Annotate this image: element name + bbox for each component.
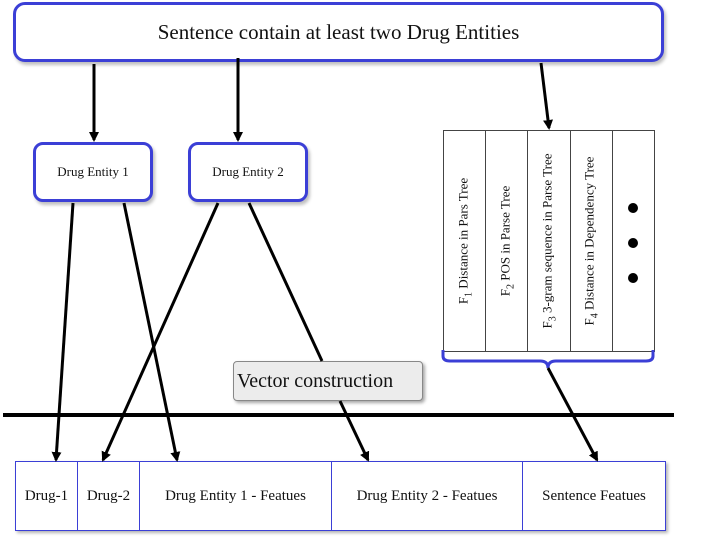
arrow-entity-2-to-drug-2 [101,202,220,462]
sentence-box: Sentence contain at least two Drug Entit… [13,2,664,62]
vector-cell-entity-2-features-label: Drug Entity 2 - Featues [356,487,498,504]
ellipsis-dot-icon [628,203,639,213]
feature-vector-row: Drug-1 Drug-2 Drug Entity 1 - Featues Dr… [15,461,666,531]
vector-cell-drug-2: Drug-2 [78,462,140,530]
sentence-feature-table: F1 Distance in Pars Tree F2 POS in Parse… [443,130,655,352]
feature-f1-sub: 1 [462,291,474,297]
vector-cell-entity-1-features-label: Drug Entity 1 - Featues [165,487,306,504]
arrow-vector-label-to-entity-2-features [338,400,370,462]
feature-ellipsis-column [613,131,654,351]
feature-f2-text: POS in Parse Tree [497,185,513,285]
vector-cell-entity-2-features: Drug Entity 2 - Featues [332,462,523,530]
drug-entity-1-label: Drug Entity 1 [57,164,129,179]
feature-f1-prefix: F [455,296,471,305]
sentence-box-label: Sentence contain at least two Drug Entit… [157,19,520,44]
arrow-entity-1-to-entity-1-features [122,202,181,462]
feature-f3-label: F3 3-gram sequence in Parse Tree [540,153,559,328]
feature-f4-label: F4 Distance in Dependency Tree [582,157,601,326]
drug-entity-2-label: Drug Entity 2 [212,164,284,179]
feature-table-brace [441,350,655,369]
feature-f1-text: Distance in Pars Tree [455,177,471,292]
feature-f2-prefix: F [497,289,513,297]
feature-f4-sub: 4 [589,313,601,319]
arrow-sentence-to-feature-table [539,62,553,130]
separator-line [3,413,674,417]
vector-cell-drug-1-label: Drug-1 [24,487,69,504]
vector-cell-sentence-features-label: Sentence Featues [542,487,646,504]
feature-f3-text: 3-gram sequence in Parse Tree [539,153,555,317]
arrow-entity-2-to-vector-label [247,202,324,362]
feature-f3-prefix: F [539,321,555,329]
feature-f3-column: F3 3-gram sequence in Parse Tree [528,131,571,351]
vector-construction-text: Vector construction [237,369,394,392]
feature-f2-sub: 2 [505,284,517,290]
feature-f1-column: F1 Distance in Pars Tree [444,131,487,351]
vector-construction-label: Vector construction [233,361,423,401]
feature-f4-column: F4 Distance in Dependency Tree [571,131,613,351]
ellipsis-dot-icon [628,238,639,248]
vector-cell-drug-1: Drug-1 [16,462,78,530]
drug-entity-2-box: Drug Entity 2 [188,142,308,202]
feature-f3-sub: 3 [547,316,559,322]
ellipsis-dot-icon [628,273,639,283]
vector-cell-drug-2-label: Drug-2 [86,487,131,504]
drug-entity-1-box: Drug Entity 1 [33,142,153,202]
feature-f4-text: Distance in Dependency Tree [581,156,597,314]
feature-f1-label: F1 Distance in Pars Tree [455,178,474,304]
feature-f2-column: F2 POS in Parse Tree [486,131,529,351]
vector-cell-sentence-features: Sentence Featues [523,462,665,530]
arrow-entity-1-to-drug-1 [51,202,75,462]
vector-cell-entity-1-features: Drug Entity 1 - Featues [140,462,332,530]
feature-f4-prefix: F [581,318,597,326]
feature-f2-label: F2 POS in Parse Tree [498,186,517,296]
